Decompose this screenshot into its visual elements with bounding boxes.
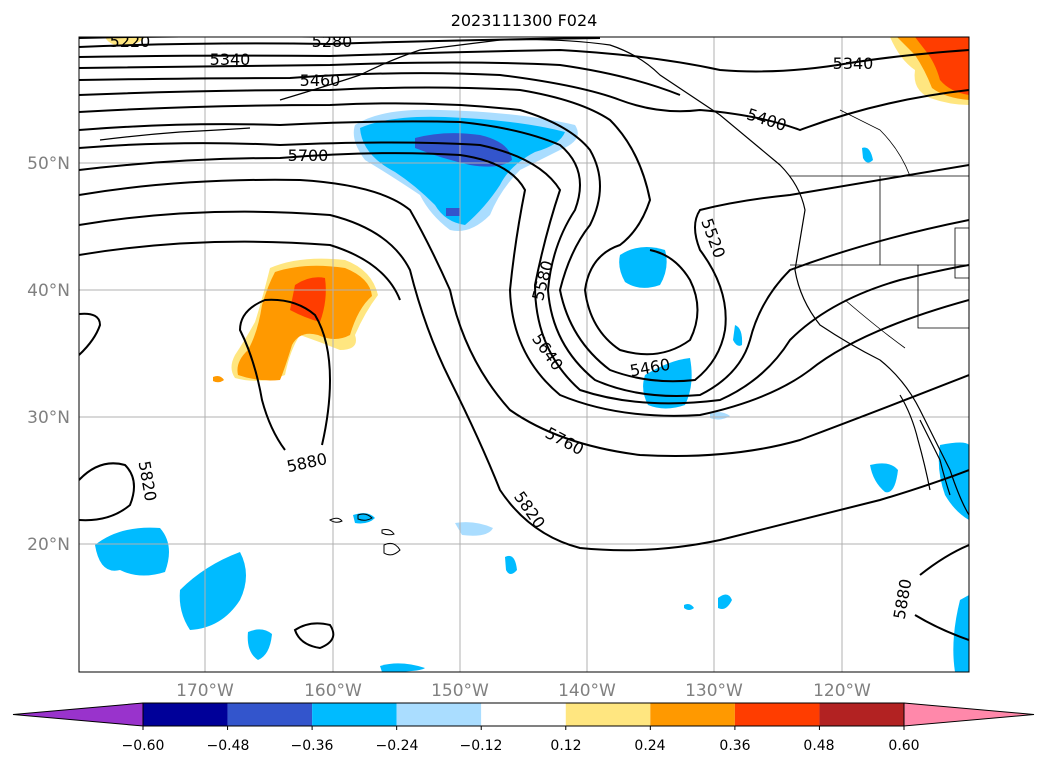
coast-gulf-california — [919, 419, 951, 496]
contour-5880-small — [293, 622, 335, 650]
shade-small-3 — [710, 412, 730, 420]
lat-label: 20°N — [27, 535, 70, 555]
map-area: 5220 5280 5340 5460 5700 5340 5400 5520 … — [79, 32, 969, 672]
shade-warm-small — [213, 376, 224, 383]
contour-5820b — [79, 240, 401, 301]
contour-5760 — [79, 178, 969, 457]
shade-small-4 — [684, 604, 694, 610]
colorbar-tick-label: −0.48 — [207, 738, 250, 754]
shade-southwest-3 — [247, 629, 272, 660]
shade-canada — [862, 147, 873, 163]
colorbar-tick-label: 0.24 — [634, 738, 665, 754]
shade-small-1 — [733, 325, 743, 346]
colorbar-frame — [142, 702, 905, 727]
colorbar-extension-low — [12, 702, 144, 727]
borders — [790, 109, 969, 349]
contour-5880-east-b — [914, 614, 969, 641]
colorbar-box — [734, 703, 820, 726]
map-title: 2023111300 F024 — [451, 11, 598, 30]
contour-label: 5220 — [110, 32, 151, 51]
contour-5280 — [79, 37, 601, 48]
colorbar — [12, 702, 1035, 730]
positive-anomaly-shading — [105, 37, 969, 383]
contour-5400 — [79, 72, 969, 132]
coast-north-america — [279, 38, 969, 516]
colorbar-tick-label: −0.12 — [460, 738, 503, 754]
contour-label: 5340 — [210, 50, 251, 69]
contour-5880-west — [79, 312, 102, 356]
coast-baja — [899, 394, 931, 491]
contour-5400a — [79, 61, 681, 96]
colorbar-box — [312, 703, 397, 726]
shade-southwest — [95, 527, 169, 576]
shade-hawaii-2 — [455, 522, 493, 536]
lat-label: 40°N — [27, 281, 70, 301]
contour-5520 — [79, 102, 969, 383]
colorbar-box — [227, 703, 313, 726]
colorbar-tick-label: 0.60 — [888, 738, 919, 754]
lat-label: 50°N — [27, 154, 70, 174]
lon-label: 160°W — [304, 681, 362, 701]
map-frame — [78, 36, 970, 673]
contour-5880 — [238, 298, 332, 451]
shade-southwest-2 — [179, 552, 246, 630]
shade-low-center — [619, 246, 667, 288]
lon-label: 120°W — [813, 681, 871, 701]
contour-5460 — [79, 86, 699, 356]
lon-label: 150°W — [431, 681, 489, 701]
contour-5880-east — [919, 544, 969, 576]
contour-label: 5280 — [312, 32, 353, 51]
shade-north-pacific-core — [415, 133, 512, 167]
colorbar-tick-labels: −0.60 −0.48 −0.36 −0.24 −0.12 0.12 0.24 … — [122, 738, 920, 754]
lon-label: 140°W — [558, 681, 616, 701]
colorbar-tick-label: 0.36 — [719, 738, 750, 754]
contour-label: 5700 — [288, 146, 329, 165]
coastlines — [99, 38, 969, 516]
shade-bottom — [380, 663, 425, 672]
shade-warm-topleft — [105, 37, 145, 46]
longitude-labels: 170°W 160°W 150°W 140°W 130°W 120°W — [176, 681, 871, 701]
contour-5640 — [79, 141, 969, 405]
contour-5820 — [79, 210, 969, 552]
colorbar-box — [650, 703, 735, 726]
shade-mexico-south — [953, 595, 969, 672]
lon-label: 130°W — [685, 681, 743, 701]
hawaii-islands — [329, 513, 401, 556]
colorbar-extension-high — [903, 702, 1035, 727]
shade-north-pacific — [360, 116, 565, 225]
lat-label: 30°N — [27, 408, 70, 428]
colorbar-tick-label: 0.48 — [803, 738, 834, 754]
colorbar-box — [565, 703, 651, 726]
colorbar-tick-label: −0.24 — [376, 738, 419, 754]
colorbar-box — [819, 703, 904, 726]
coast-aleutians — [99, 127, 251, 141]
contour-label: 5460 — [300, 71, 341, 90]
shade-small-2 — [505, 555, 517, 574]
colorbar-box — [396, 703, 482, 726]
contour-5580 — [79, 120, 969, 397]
shade-small-core — [446, 208, 460, 216]
colorbar-tick-label: −0.60 — [122, 738, 165, 754]
shade-warm-west-core — [290, 277, 326, 322]
colorbar-box — [143, 703, 228, 726]
lon-label: 170°W — [176, 681, 234, 701]
latitude-labels: 50°N 40°N 30°N 20°N — [27, 154, 70, 555]
shade-baja-west — [870, 463, 898, 493]
colorbar-tick-label: 0.12 — [550, 738, 581, 754]
contour-5340 — [79, 48, 969, 73]
colorbar-tick-label: −0.36 — [291, 738, 334, 754]
shade-small-5 — [718, 594, 732, 609]
colorbar-box — [481, 703, 566, 726]
contour-5820-south — [79, 462, 135, 522]
contour-5700 — [79, 152, 969, 417]
shade-warm-west — [237, 265, 372, 381]
contour-label: 5340 — [833, 54, 874, 73]
